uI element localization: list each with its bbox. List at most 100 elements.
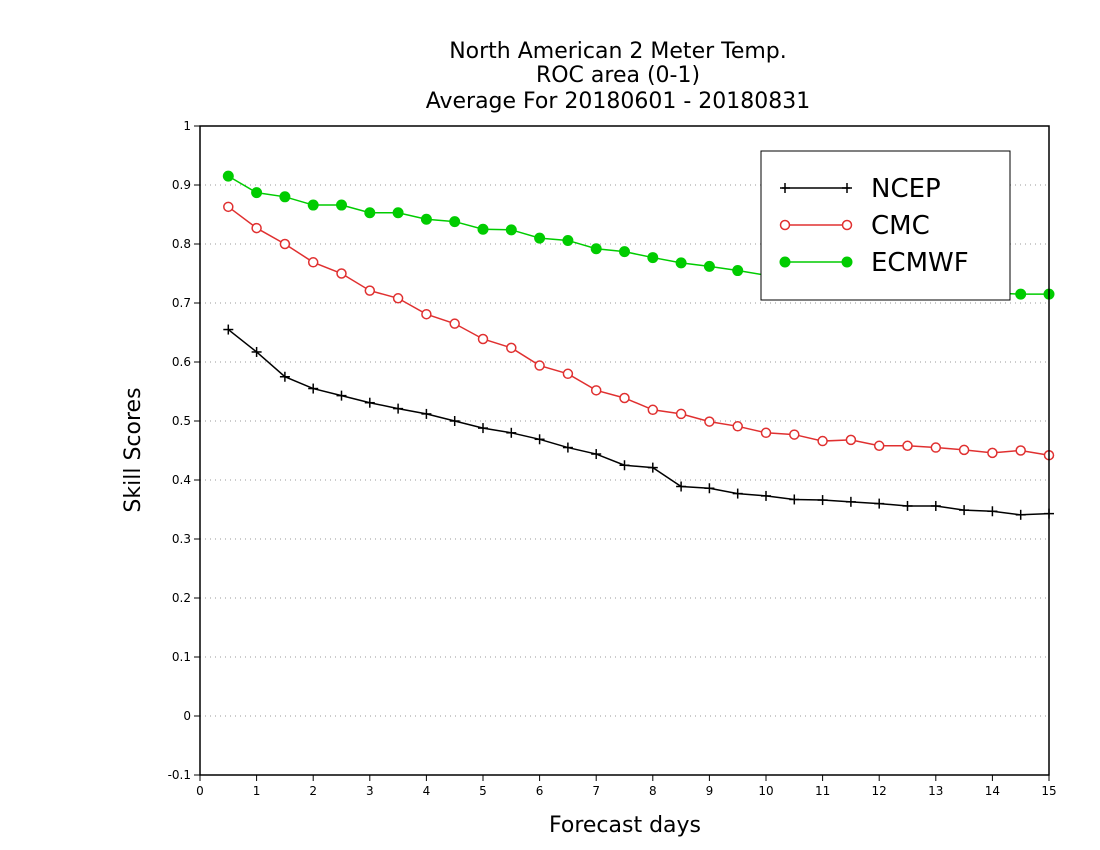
series-ecmwf-point (279, 191, 291, 203)
series-ecmwf-point (449, 216, 461, 228)
series-cmc-point (789, 429, 800, 440)
chart-title-line-3: Average For 20180601 - 20180831 (426, 89, 811, 114)
series-ncep-point (789, 494, 800, 505)
series-ecmwf-point (420, 213, 432, 225)
legend-label-cmc: CMC (871, 211, 930, 241)
series-ncep-point (902, 500, 913, 511)
y-tick-label: 0.3 (172, 532, 191, 546)
y-tick-label: 0.1 (172, 650, 191, 664)
series-cmc-point (619, 392, 630, 404)
y-tick-label: 0 (183, 709, 191, 723)
series-ncep-point (478, 423, 488, 434)
series-cmc-point (675, 408, 687, 420)
legend-marker-ncep (842, 183, 852, 193)
y-tick-label: 0.5 (172, 414, 191, 428)
series-ncep (223, 324, 1054, 520)
series-cmc-point (223, 201, 234, 213)
series-cmc-point (307, 257, 319, 268)
legend-marker-cmc (779, 219, 791, 231)
series-ecmwf-point (505, 224, 517, 236)
series-ncep-point (619, 460, 630, 471)
series-ncep-point (874, 498, 885, 509)
series-cmc-point (590, 385, 602, 396)
series-cmc-point (251, 222, 262, 234)
series-cmc-point (562, 368, 574, 380)
y-tick-label: 0.4 (172, 473, 191, 487)
series-cmc-point (279, 238, 291, 250)
legend-item-ecmwf: ECMWF (779, 248, 969, 278)
series-cmc (223, 201, 1055, 461)
x-tick-label: 9 (706, 784, 714, 798)
series-cmc-point (449, 318, 460, 329)
series-ecmwf-point (590, 243, 602, 255)
series-ecmwf-point (364, 207, 376, 219)
series-cmc-point (1015, 445, 1026, 456)
x-axis-label: Forecast days (549, 813, 701, 838)
x-tick-label: 4 (423, 784, 431, 798)
series-ecmwf-point (732, 265, 744, 277)
plot-frame (199, 125, 1050, 776)
series-ncep-point (562, 442, 573, 453)
legend-marker-cmc (841, 219, 853, 231)
series-ncep-point (987, 506, 998, 517)
series-ncep-point (251, 346, 262, 357)
series-ncep-point (845, 496, 856, 507)
series-cmc-point (534, 360, 545, 371)
series-ncep-point (676, 481, 687, 492)
y-tick-label: 0.8 (172, 237, 191, 251)
x-tick-label: 13 (928, 784, 943, 798)
legend: NCEP CMC ECMWF (760, 150, 1011, 301)
legend-marker-ecmwf (779, 256, 791, 268)
series-ncep-point (1015, 509, 1026, 520)
series-ecmwf-point (222, 170, 234, 182)
series-ecmwf-point (562, 234, 574, 246)
series-cmc-point (817, 435, 828, 447)
x-tick-label: 15 (1041, 784, 1056, 798)
x-tick-label: 2 (309, 784, 317, 798)
y-axis-ticks: -0.1 0 0.1 0.2 0.3 0.4 0.5 0.6 0.7 0.8 0.9 1 (168, 119, 200, 782)
series-ecmwf-point (619, 246, 630, 258)
series-ncep-point (506, 427, 517, 438)
series-cmc-point (647, 404, 659, 416)
y-axis-label: Skill Scores (121, 387, 146, 512)
series-ncep-point (761, 490, 771, 501)
series-ncep-point (732, 488, 743, 499)
series-cmc-point (873, 440, 885, 452)
series-cmc-point (760, 427, 772, 439)
x-tick-label: 1 (253, 784, 261, 798)
x-tick-label: 6 (536, 784, 544, 798)
series-ecmwf-point (703, 260, 715, 272)
series-ncep-point (393, 403, 404, 414)
x-axis-ticks: 0 1 2 3 4 5 6 7 8 9 10 11 12 13 14 15 (196, 775, 1057, 798)
series-ecmwf-point (392, 207, 404, 219)
series-cmc-point (392, 293, 404, 304)
x-tick-label: 5 (479, 784, 487, 798)
series-ecmwf-point (477, 223, 489, 235)
series-cmc-point (336, 268, 347, 279)
x-tick-label: 7 (592, 784, 600, 798)
y-tick-label: -0.1 (168, 768, 191, 782)
series-cmc-point (987, 447, 998, 459)
x-tick-label: 11 (815, 784, 830, 798)
series-ecmwf-point (1015, 288, 1027, 300)
series-ncep-line (227, 328, 1050, 516)
series-ncep-point (449, 416, 460, 426)
legend-item-cmc: CMC (779, 211, 930, 241)
x-tick-label: 8 (649, 784, 657, 798)
series-cmc-point (477, 333, 489, 345)
y-tick-label: 0.6 (172, 355, 191, 369)
series-ecmwf-point (675, 257, 687, 269)
series-ncep-point (336, 390, 347, 401)
y-tick-label: 0.2 (172, 591, 191, 605)
legend-marker-ecmwf (841, 256, 853, 268)
chart-title: North American 2 Meter Temp. ROC area (0… (426, 39, 811, 114)
x-tick-label: 14 (985, 784, 1000, 798)
series-ecmwf-point (336, 199, 347, 211)
series-cmc-point (958, 444, 970, 456)
series-ncep-point (421, 408, 432, 419)
series-ncep-point (817, 495, 828, 506)
x-tick-label: 3 (366, 784, 374, 798)
series-cmc-point (421, 308, 432, 320)
legend-item-ncep: NCEP (780, 174, 941, 204)
